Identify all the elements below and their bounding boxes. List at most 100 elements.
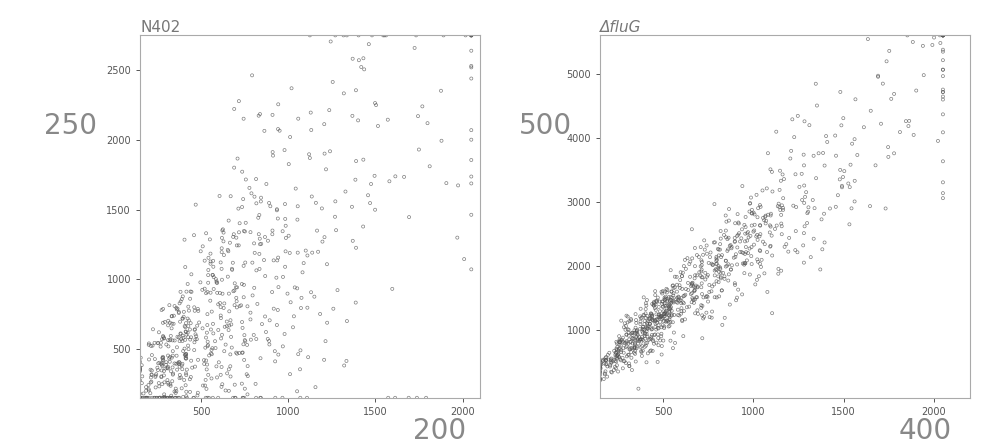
- Point: [186, 394, 202, 401]
- Point: [655, 298, 671, 305]
- Point: [602, 362, 618, 369]
- Point: [288, 185, 304, 192]
- Point: [656, 313, 672, 320]
- Point: [164, 354, 180, 361]
- Point: [293, 294, 309, 301]
- Point: [630, 336, 646, 343]
- Point: [699, 293, 715, 300]
- Point: [202, 260, 218, 267]
- Point: [718, 263, 734, 270]
- Point: [384, 286, 400, 293]
- Point: [264, 289, 280, 296]
- Point: [935, 96, 951, 103]
- Point: [599, 373, 615, 380]
- Point: [180, 334, 196, 341]
- Point: [739, 257, 755, 264]
- Point: [650, 358, 666, 366]
- Point: [319, 261, 335, 268]
- Point: [173, 335, 189, 343]
- Point: [177, 324, 193, 331]
- Point: [195, 243, 211, 250]
- Point: [655, 322, 671, 329]
- Point: [834, 184, 850, 191]
- Point: [164, 320, 180, 327]
- Point: [710, 264, 726, 271]
- Point: [368, 102, 384, 109]
- Point: [227, 280, 243, 287]
- Point: [157, 318, 173, 325]
- Point: [593, 359, 609, 366]
- Point: [203, 350, 219, 357]
- Point: [629, 327, 645, 334]
- Point: [270, 284, 286, 291]
- Point: [210, 394, 226, 401]
- Point: [875, 80, 891, 87]
- Point: [694, 312, 710, 319]
- Point: [707, 293, 723, 301]
- Point: [686, 299, 702, 306]
- Point: [199, 329, 215, 336]
- Point: [596, 376, 612, 383]
- Point: [626, 335, 642, 343]
- Point: [772, 187, 788, 194]
- Point: [165, 364, 181, 371]
- Point: [662, 314, 678, 321]
- Point: [647, 305, 663, 312]
- Point: [592, 361, 608, 368]
- Point: [623, 349, 639, 356]
- Point: [750, 236, 766, 244]
- Point: [860, 35, 876, 42]
- Point: [694, 335, 710, 342]
- Point: [223, 333, 239, 340]
- Point: [628, 311, 644, 318]
- Point: [226, 287, 242, 294]
- Point: [144, 371, 160, 378]
- Point: [316, 234, 332, 241]
- Point: [260, 335, 276, 343]
- Point: [337, 188, 353, 195]
- Point: [687, 287, 703, 294]
- Point: [734, 183, 750, 190]
- Point: [718, 227, 734, 234]
- Point: [847, 177, 863, 184]
- Point: [626, 327, 642, 334]
- Point: [232, 303, 248, 310]
- Point: [610, 350, 626, 357]
- Point: [225, 233, 241, 240]
- Point: [764, 168, 780, 175]
- Point: [734, 291, 750, 298]
- Point: [187, 326, 203, 333]
- Point: [592, 357, 608, 364]
- Point: [634, 342, 650, 349]
- Point: [632, 320, 648, 328]
- Point: [621, 362, 637, 370]
- Point: [234, 281, 250, 288]
- Point: [396, 173, 412, 180]
- Point: [662, 297, 678, 304]
- Point: [762, 222, 778, 229]
- Point: [252, 265, 268, 272]
- Point: [709, 260, 725, 267]
- Point: [665, 292, 681, 299]
- Point: [299, 394, 315, 401]
- Point: [603, 359, 619, 366]
- Point: [696, 237, 712, 244]
- Point: [727, 234, 743, 241]
- Point: [654, 343, 670, 350]
- Point: [162, 337, 178, 344]
- Point: [720, 277, 736, 284]
- Point: [449, 234, 465, 241]
- Point: [730, 219, 746, 226]
- Point: [786, 133, 802, 141]
- Point: [772, 206, 788, 213]
- Point: [644, 311, 660, 318]
- Point: [199, 321, 215, 328]
- Point: [737, 251, 753, 258]
- Point: [935, 32, 951, 39]
- Point: [627, 341, 643, 348]
- Point: [935, 179, 951, 186]
- Point: [212, 192, 228, 199]
- Point: [672, 282, 688, 289]
- Point: [734, 226, 750, 233]
- Point: [812, 266, 828, 273]
